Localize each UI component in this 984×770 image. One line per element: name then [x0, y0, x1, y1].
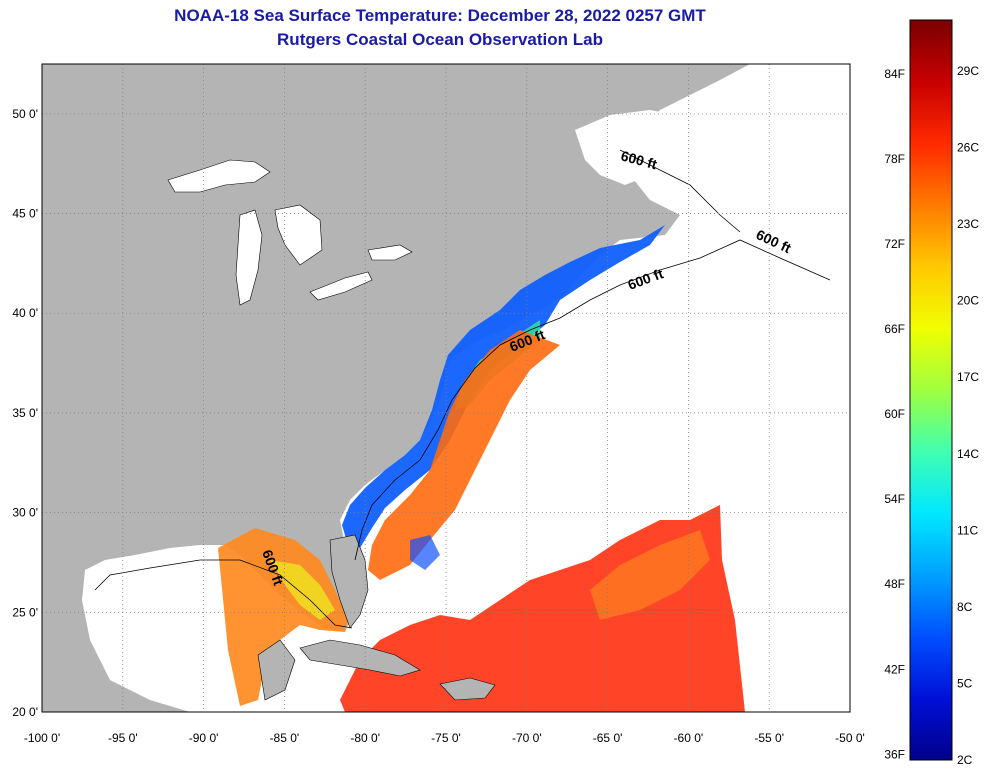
sst-coastal-cold-band: [342, 225, 665, 548]
colorbar-celsius-label: 14C: [957, 447, 979, 461]
latitude-label: 35 0': [12, 406, 38, 420]
longitude-label: -100 0': [24, 731, 60, 745]
longitude-label: -80 0': [350, 731, 380, 745]
lake-ontario: [367, 244, 413, 261]
longitude-label: -55 0': [754, 731, 784, 745]
sst-gulf-stream-warm: [368, 330, 560, 580]
longitude-label: -50 0': [835, 731, 865, 745]
longitude-label: -85 0': [270, 731, 300, 745]
colorbar-fahrenheit-label: 84F: [884, 67, 905, 81]
colorbar-celsius-label: 23C: [957, 217, 979, 231]
latitude-label: 25 0': [12, 605, 38, 619]
map-subtitle: Rutgers Coastal Ocean Observation Lab: [277, 30, 603, 49]
colorbar-celsius-label: 26C: [957, 141, 979, 155]
colorbar-celsius-label: 17C: [957, 370, 979, 384]
colorbar-celsius-label: 5C: [957, 676, 973, 690]
colorbar-celsius-label: 29C: [957, 64, 979, 78]
cuba: [299, 639, 421, 677]
colorbar-fahrenheit-label: 78F: [884, 152, 905, 166]
colorbar-fahrenheit-label: 42F: [884, 662, 905, 676]
map-title: NOAA-18 Sea Surface Temperature: Decembe…: [174, 6, 706, 25]
colorbar-fahrenheit-label: 36F: [884, 747, 905, 761]
isobath-600ft-gulf: [94, 559, 353, 629]
longitude-label: -60 0': [674, 731, 704, 745]
colorbar-fahrenheit-label: 48F: [884, 577, 905, 591]
map-frame: [41, 63, 851, 713]
colorbar-fahrenheit-label: 60F: [884, 407, 905, 421]
colorbar-fahrenheit-label: 66F: [884, 322, 905, 336]
latitude-label: 40 0': [12, 306, 38, 320]
hispaniola: [439, 677, 496, 701]
colorbar-fahrenheit-label: 72F: [884, 237, 905, 251]
longitude-label: -70 0': [512, 731, 542, 745]
sst-subtropical-orange: [590, 530, 710, 620]
latitude-label: 50 0': [12, 107, 38, 121]
longitude-label: -95 0': [108, 731, 138, 745]
graticule: [42, 64, 850, 712]
longitude-label: -65 0': [593, 731, 623, 745]
longitude-label: -75 0': [431, 731, 461, 745]
florida-peninsula: [329, 534, 369, 629]
lake-superior: [167, 159, 271, 193]
lake-michigan: [235, 209, 263, 306]
colorbar-celsius-label: 8C: [957, 600, 973, 614]
gulf-st-lawrence: [575, 110, 700, 185]
latitude-label: 45 0': [12, 207, 38, 221]
yucatan: [257, 639, 296, 701]
colorbar-fahrenheit-label: 54F: [884, 492, 905, 506]
isobath-600ft-east: [354, 239, 831, 561]
latitude-label: 30 0': [12, 506, 38, 520]
colorbar-celsius-label: 20C: [957, 294, 979, 308]
sst-colorbar: [909, 19, 953, 761]
latitude-label: 20 0': [12, 705, 38, 719]
colorbar-celsius-label: 2C: [957, 753, 973, 767]
lake-erie: [309, 271, 373, 301]
lake-huron: [274, 204, 323, 266]
sst-bahamas-blue: [410, 535, 440, 570]
longitude-label: -90 0': [189, 731, 219, 745]
isobath-600ft-north: [619, 149, 741, 233]
sst-gulf-of-mexico: [218, 528, 348, 706]
sst-gulf-yellow-shelf: [270, 560, 335, 620]
colorbar-celsius-label: 11C: [957, 523, 978, 537]
